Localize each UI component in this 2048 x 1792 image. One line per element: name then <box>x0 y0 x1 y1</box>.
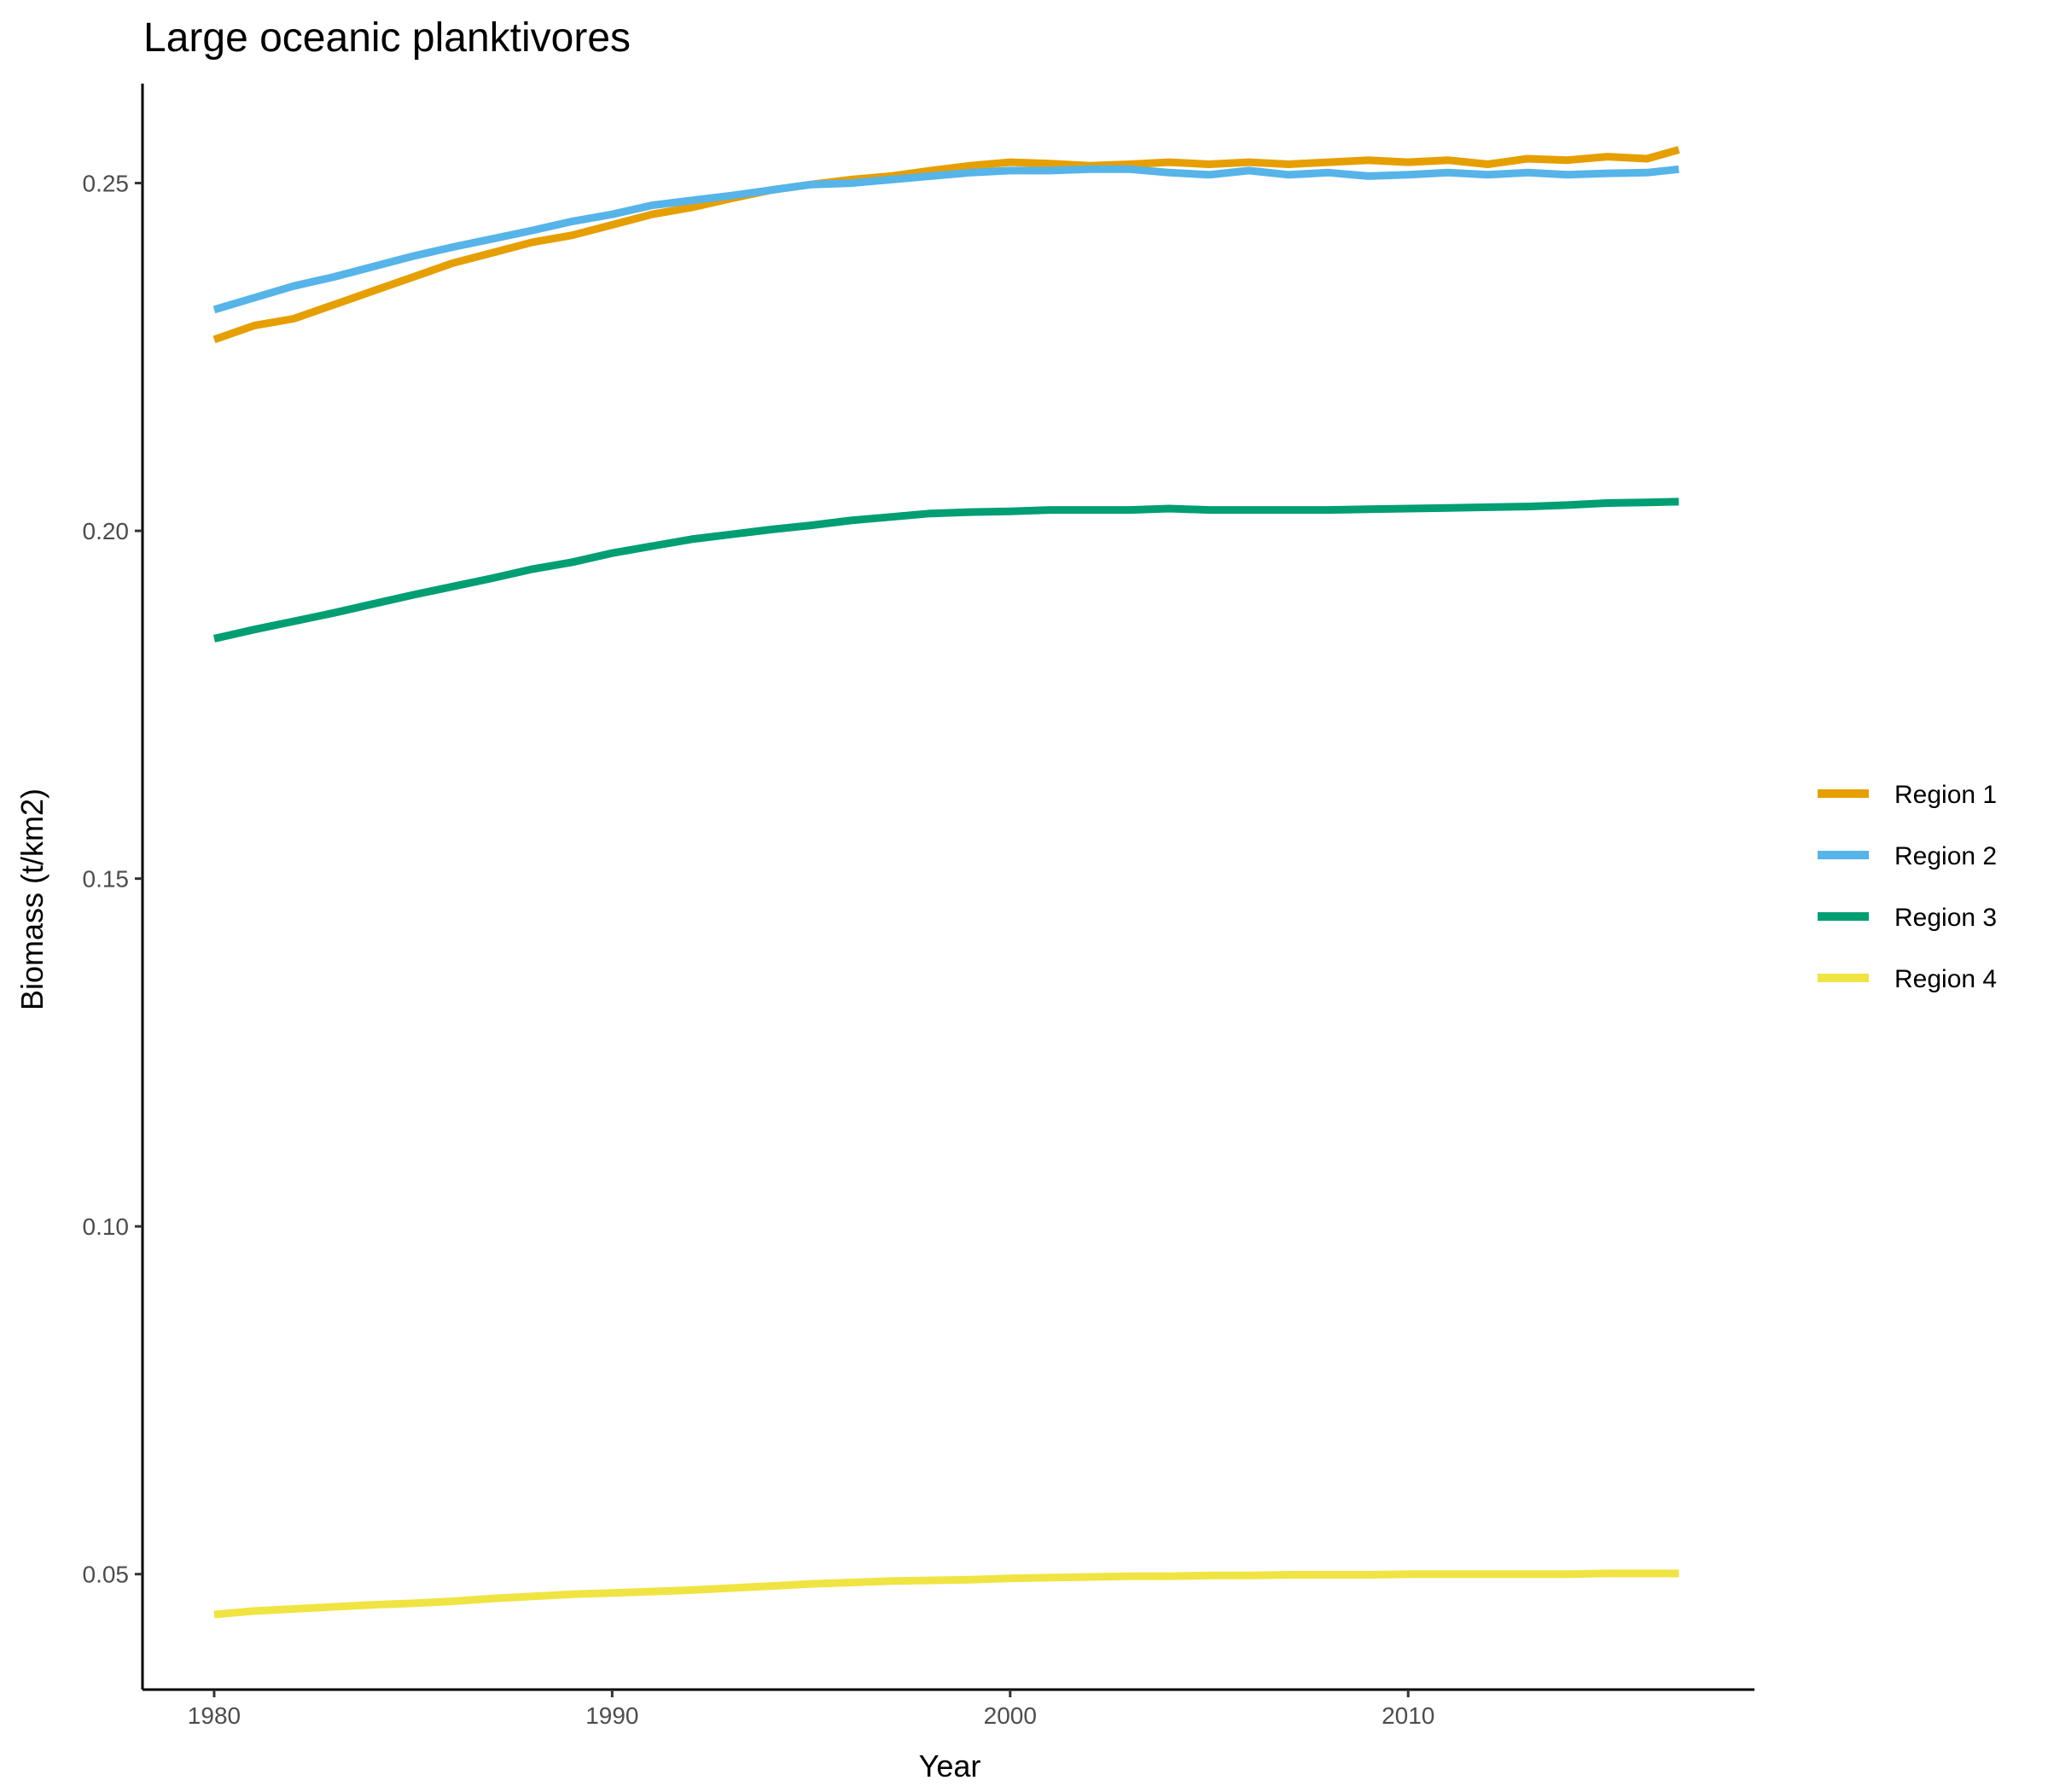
series-line-4 <box>213 1569 1679 1619</box>
y-axis-title: Biomass (t/km2) <box>15 788 49 1010</box>
axes-layer: 0.05 0.10 0.15 0.20 0.25 1980 1990 2000 2010 <box>83 84 1754 1729</box>
x-axis-title: Year <box>919 1748 981 1783</box>
legend-label-2: Region 2 <box>1894 842 1997 870</box>
chart-title: Large oceanic planktivores <box>143 15 631 61</box>
series-line-3 <box>213 497 1679 643</box>
series-line-2 <box>212 165 1679 314</box>
legend: Region 1 Region 2 Region 3 Region 4 <box>1818 781 1997 993</box>
legend-label-4: Region 4 <box>1894 965 1997 993</box>
x-tick-label: 2000 <box>984 1702 1037 1729</box>
legend-label-3: Region 3 <box>1894 904 1997 932</box>
y-tick-label: 0.15 <box>83 866 130 893</box>
x-tick-label: 2010 <box>1382 1702 1434 1729</box>
y-tick-label: 0.10 <box>83 1213 130 1240</box>
y-tick-label: 0.05 <box>83 1562 130 1588</box>
y-tick-label: 0.20 <box>83 518 130 544</box>
legend-label-1: Region 1 <box>1894 781 1997 809</box>
series-layer <box>212 146 1680 1619</box>
series-line-1 <box>212 146 1680 344</box>
x-tick-label: 1990 <box>585 1702 638 1729</box>
y-tick-label: 0.25 <box>83 171 130 197</box>
x-tick-label: 1980 <box>188 1702 241 1729</box>
